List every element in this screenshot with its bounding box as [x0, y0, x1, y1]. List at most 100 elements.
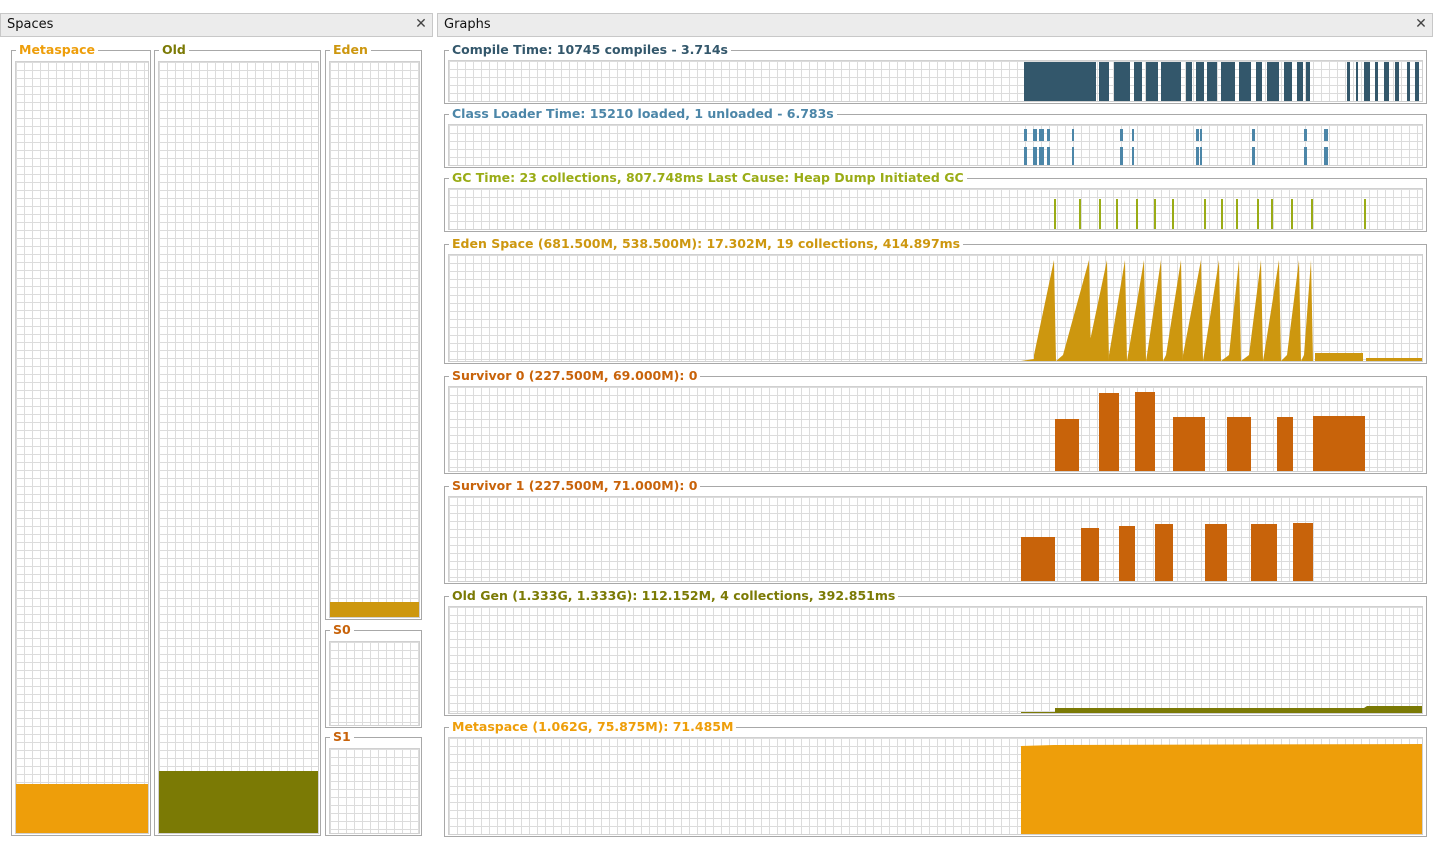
classloader-tick: [1196, 147, 1199, 165]
compile-activity-block: [1384, 62, 1389, 101]
compile-activity-block: [1146, 62, 1158, 101]
graph-eden-space-chart: [448, 254, 1423, 362]
gc-tick: [1116, 199, 1118, 229]
classloader-tick: [1033, 129, 1037, 141]
compile-activity-block: [1186, 62, 1192, 101]
graph-survivor-1: Survivor 1 (227.500M, 71.000M): 0: [444, 478, 1427, 584]
close-icon[interactable]: ✕: [415, 16, 427, 32]
survivor0-block: [1277, 417, 1293, 471]
gc-tick: [1172, 199, 1174, 229]
classloader-tick: [1196, 129, 1199, 141]
gc-tick: [1271, 199, 1273, 229]
compile-activity-block: [1256, 62, 1262, 101]
space-old: Old: [154, 42, 321, 836]
compile-activity-block: [1161, 62, 1181, 101]
close-icon[interactable]: ✕: [1415, 16, 1427, 32]
survivor1-block: [1251, 524, 1277, 581]
gc-tick: [1221, 199, 1223, 229]
survivor1-block: [1155, 524, 1173, 581]
compile-activity-block: [1196, 62, 1204, 101]
compile-activity-block: [1375, 62, 1378, 101]
classloader-tick: [1047, 129, 1050, 141]
graphs-panel-title: Graphs: [444, 17, 491, 32]
classloader-tick: [1252, 129, 1255, 141]
compile-activity-block: [1356, 62, 1358, 101]
classloader-tick: [1024, 129, 1027, 141]
space-s1-chart: [329, 748, 420, 834]
classloader-tick: [1132, 147, 1134, 165]
gc-tick: [1136, 199, 1138, 229]
classloader-tick: [1033, 147, 1037, 165]
compile-activity-block: [1347, 62, 1350, 101]
eden-tail-block: [1315, 353, 1363, 361]
survivor1-block: [1021, 537, 1055, 581]
graph-survivor-0: Survivor 0 (227.500M, 69.000M): 0: [444, 368, 1427, 474]
classloader-tick: [1072, 147, 1074, 165]
graph-old-gen: Old Gen (1.333G, 1.333G): 112.152M, 4 co…: [444, 588, 1427, 716]
compile-activity-block: [1407, 62, 1410, 101]
compile-activity-block: [1297, 62, 1303, 101]
compile-activity-block: [1306, 62, 1310, 101]
spaces-panel-header: Spaces ✕: [0, 13, 433, 37]
survivor0-block: [1227, 417, 1251, 471]
graph-class-loader: Class Loader Time: 15210 loaded, 1 unloa…: [444, 106, 1427, 168]
compile-activity-block: [1099, 62, 1109, 101]
graph-compile-time: Compile Time: 10745 compiles - 3.714s: [444, 42, 1427, 104]
space-eden: Eden: [325, 42, 422, 620]
gc-tick: [1291, 199, 1293, 229]
eden-tail-block: [1366, 358, 1422, 361]
classloader-tick: [1324, 147, 1328, 165]
graph-metaspace-chart: [448, 737, 1423, 835]
space-eden-fill: [330, 602, 419, 617]
graph-gc-time: GC Time: 23 collections, 807.748ms Last …: [444, 170, 1427, 232]
compile-activity-block: [1395, 62, 1399, 101]
eden-sawtooth-area: [1021, 260, 1314, 361]
compile-activity-block: [1114, 62, 1130, 101]
classloader-tick: [1047, 147, 1050, 165]
graph-eden-space: Eden Space (681.500M, 538.500M): 17.302M…: [444, 236, 1427, 364]
survivor0-block: [1313, 416, 1365, 471]
compile-activity-block: [1221, 62, 1235, 101]
space-s0-label: S0: [330, 622, 354, 638]
graph-survivor-0-label: Survivor 0 (227.500M, 69.000M): 0: [449, 368, 701, 384]
space-metaspace-fill: [16, 784, 148, 833]
classloader-tick: [1324, 129, 1328, 141]
graph-eden-space-label: Eden Space (681.500M, 538.500M): 17.302M…: [449, 236, 964, 252]
space-old-fill: [159, 771, 318, 833]
gc-tick: [1204, 199, 1206, 229]
classloader-tick: [1200, 129, 1202, 141]
classloader-tick: [1304, 129, 1307, 141]
metaspace-area: [1021, 744, 1422, 834]
compile-activity-block: [1239, 62, 1251, 101]
classloader-tick: [1304, 147, 1307, 165]
space-s1-label: S1: [330, 729, 354, 745]
survivor0-block: [1135, 392, 1155, 471]
classloader-tick: [1024, 147, 1027, 165]
graph-survivor-1-label: Survivor 1 (227.500M, 71.000M): 0: [449, 478, 701, 494]
graph-class-loader-chart: [448, 124, 1423, 166]
compile-activity-block: [1067, 62, 1079, 101]
gc-tick: [1079, 199, 1081, 229]
classloader-tick: [1039, 129, 1044, 141]
compile-activity-block: [1267, 62, 1279, 101]
compile-activity-block: [1080, 62, 1096, 101]
gc-tick: [1257, 199, 1259, 229]
space-metaspace: Metaspace: [11, 42, 151, 836]
compile-activity-block: [1134, 62, 1142, 101]
classloader-tick: [1039, 147, 1044, 165]
classloader-tick: [1120, 147, 1123, 165]
classloader-tick: [1200, 147, 1202, 165]
graph-survivor-1-chart: [448, 496, 1423, 582]
survivor0-block: [1099, 393, 1119, 471]
compile-activity-block: [1364, 62, 1370, 101]
survivor1-block: [1119, 526, 1135, 581]
space-eden-label: Eden: [330, 42, 371, 58]
gc-tick: [1236, 199, 1238, 229]
gc-tick: [1364, 199, 1366, 229]
compile-activity-block: [1207, 62, 1217, 101]
space-s1: S1: [325, 729, 422, 836]
survivor1-block: [1081, 528, 1099, 581]
graph-old-gen-chart: [448, 606, 1423, 714]
survivor1-block: [1293, 523, 1313, 581]
graph-metaspace-label: Metaspace (1.062G, 75.875M): 71.485M: [449, 719, 737, 735]
